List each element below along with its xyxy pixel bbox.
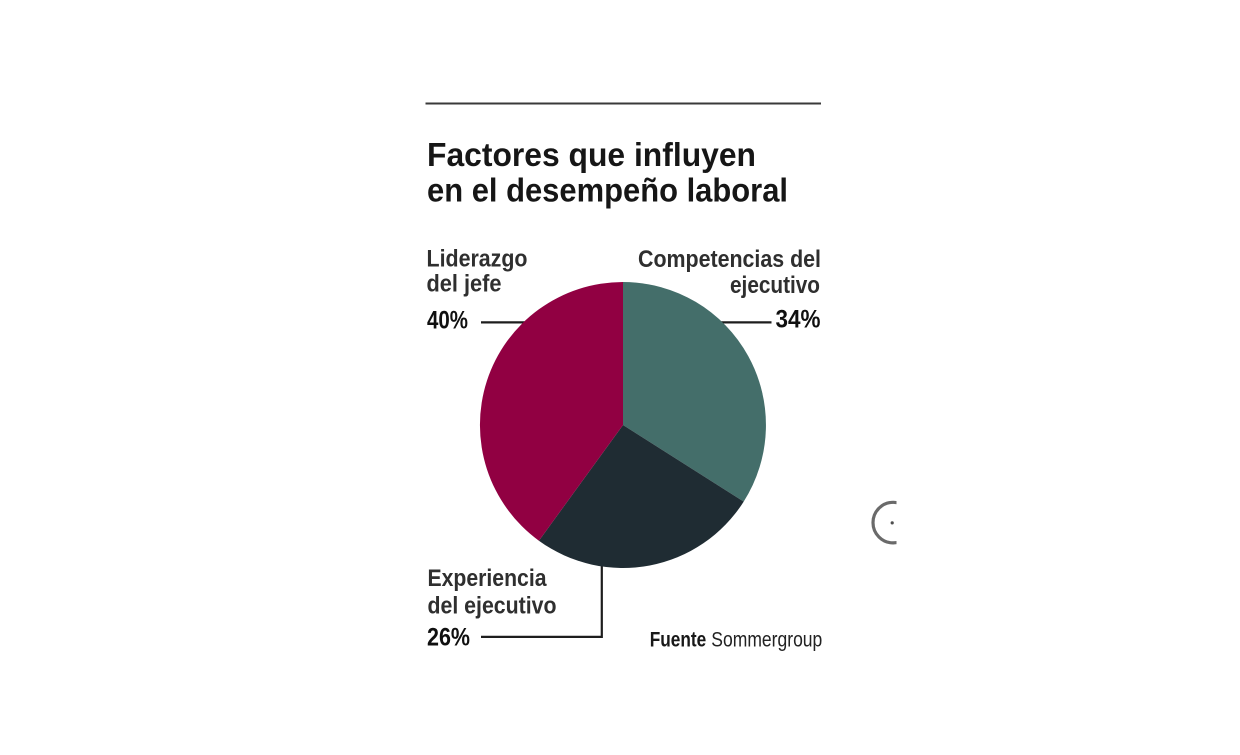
svg-text:Factores que influyen: Factores que influyen <box>427 136 756 173</box>
svg-text:Fuente: Fuente <box>650 629 707 652</box>
svg-text:26%: 26% <box>427 624 470 652</box>
svg-text:Experiencia: Experiencia <box>428 565 548 592</box>
svg-text:Competencias del: Competencias del <box>638 246 821 273</box>
svg-text:Sommergroup: Sommergroup <box>711 629 822 652</box>
svg-text:en el desempeño laboral: en el desempeño laboral <box>427 172 788 209</box>
svg-text:Liderazgo: Liderazgo <box>427 246 528 273</box>
svg-text:ejecutivo: ejecutivo <box>730 272 820 299</box>
svg-text:del jefe: del jefe <box>427 271 502 298</box>
svg-text:del ejecutivo: del ejecutivo <box>428 593 557 620</box>
svg-text:40%: 40% <box>427 307 468 335</box>
svg-text:34%: 34% <box>776 306 821 334</box>
